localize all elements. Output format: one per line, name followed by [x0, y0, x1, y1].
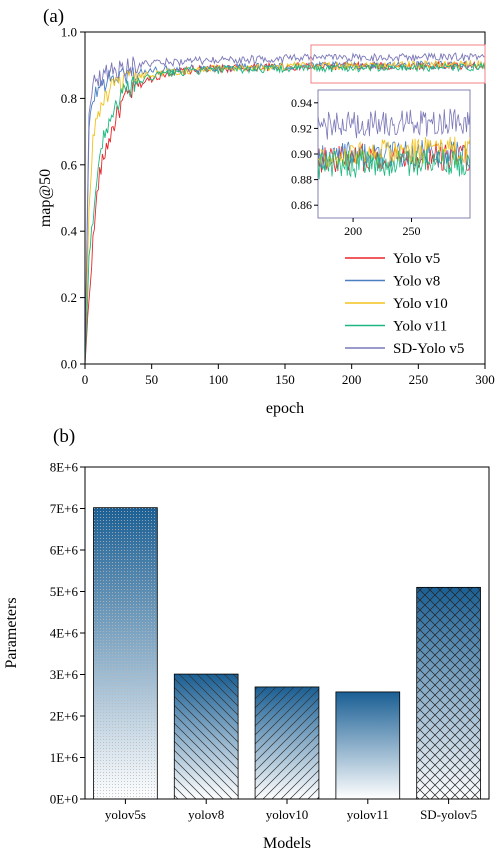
- b-y-tick-label: 3E+6: [50, 667, 79, 682]
- bar-pattern-4: [416, 587, 481, 799]
- inset-y-tick-label: 0.88: [291, 173, 312, 187]
- y-tick-label: 0.8: [61, 91, 77, 106]
- zoom-highlight-box: [310, 44, 486, 84]
- inset-axes: 200 250 0.86 0.88 0.90 0.92 0.94: [291, 96, 421, 238]
- legend-label-3: Yolo v11: [393, 319, 447, 335]
- legend-label-1: Yolo v8: [393, 274, 440, 290]
- panel-b-bars: [93, 507, 481, 800]
- b-x-tick-label: yolov10: [266, 807, 309, 822]
- b-x-tick-label: SD-yolov5: [420, 807, 477, 822]
- inset-x-tick-label: 250: [403, 224, 421, 238]
- y-tick-label: 0.2: [61, 290, 77, 305]
- x-tick-label: 200: [342, 372, 362, 387]
- inset-y-tick-label: 0.92: [291, 121, 312, 135]
- legend-label-0: Yolo v5: [393, 251, 440, 267]
- panel-a-series-lines: [85, 52, 485, 364]
- x-tick-label: 150: [275, 372, 295, 387]
- legend-label-4: SD-Yolo v5: [393, 341, 464, 357]
- x-tick-label: 50: [145, 372, 158, 387]
- b-y-tick-label: 7E+6: [50, 501, 79, 516]
- bar-pattern-0: [93, 507, 158, 799]
- y-tick-label: 0.6: [61, 157, 78, 172]
- series-line-4: [85, 52, 485, 364]
- y-tick-label: 0.4: [61, 224, 78, 239]
- panel-a-frame: [84, 31, 486, 365]
- b-y-tick-label: 6E+6: [50, 543, 79, 558]
- y-tick-label: 1.0: [61, 25, 77, 40]
- b-y-tick-label: 1E+6: [50, 750, 79, 765]
- inset-series-line-4: [318, 108, 470, 140]
- inset-y-tick-label: 0.86: [291, 198, 312, 212]
- x-tick-label: 100: [209, 372, 229, 387]
- bar-3: [335, 691, 400, 799]
- inset-y-tick-label: 0.90: [291, 147, 312, 161]
- panel-a-ylabel: map@50: [37, 169, 54, 227]
- series-line-3: [85, 62, 485, 364]
- panel-a-xlabel: epoch: [266, 400, 304, 417]
- b-x-tick-label: yolov11: [347, 807, 389, 822]
- panel-b-xlabel: Models: [263, 835, 311, 852]
- b-y-tick-label: 2E+6: [50, 709, 79, 724]
- b-x-tick-label: yolov5s: [105, 807, 146, 822]
- bar-pattern-1: [174, 674, 239, 799]
- panel-a-label: (a): [43, 6, 64, 27]
- b-y-tick-label: 5E+6: [50, 584, 79, 599]
- panel-b-label: (b): [53, 426, 75, 447]
- inset-series-line-1: [318, 140, 470, 171]
- b-y-tick-label: 0E+0: [50, 792, 78, 807]
- bar-pattern-2: [255, 686, 319, 799]
- panel-a-axes: 0 50 100 150 200 250 300 0.0 0.2 0.4 0.6 0.8 1.0: [61, 25, 495, 388]
- x-tick-label: 300: [475, 372, 495, 387]
- inset-series-line-3: [318, 149, 470, 180]
- legend-label-2: Yolo v10: [393, 296, 448, 312]
- panel-b-axes: 0E+0 1E+6 2E+6 3E+6 4E+6 5E+6 6E+6 7E+6 8E+6 yolo…: [50, 460, 477, 823]
- inset-series-lines: [318, 108, 470, 180]
- b-x-tick-label: yolov8: [188, 807, 224, 822]
- b-y-tick-label: 4E+6: [50, 626, 79, 641]
- panel-b-frame: [84, 466, 490, 800]
- y-tick-label: 0.0: [61, 357, 77, 372]
- x-tick-label: 250: [409, 372, 429, 387]
- b-y-tick-label: 8E+6: [50, 460, 79, 475]
- x-tick-label: 0: [82, 372, 89, 387]
- legend: Yolo v5 Yolo v8 Yolo v10 Yolo v11 SD-Yolo v5: [345, 251, 464, 357]
- inset-x-tick-label: 200: [344, 224, 362, 238]
- panel-b-ylabel: Parameters: [3, 597, 20, 668]
- inset-y-tick-label: 0.94: [291, 96, 312, 110]
